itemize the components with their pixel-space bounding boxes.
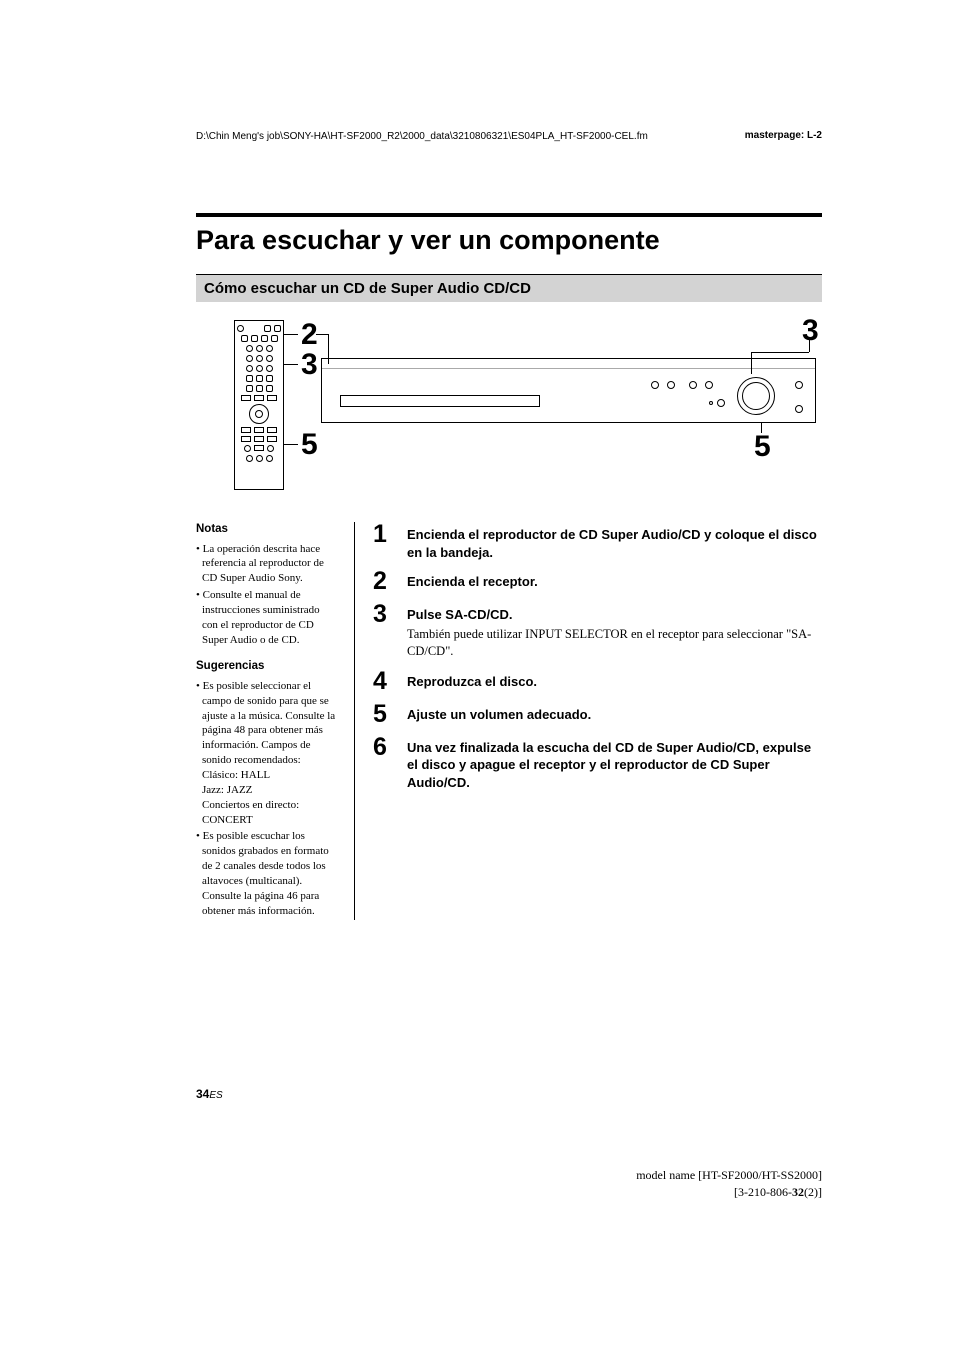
step-title: Encienda el receptor. [407,573,822,591]
step-number: 2 [373,569,393,594]
step-title: Reproduzca el disco. [407,673,822,691]
remote-control-illustration [234,320,284,490]
footer: model name [HT-SF2000/HT-SS2000] [3-210-… [636,1167,822,1201]
step-4: 4 Reproduzca el disco. [373,669,822,694]
rule-divider [196,213,822,217]
sidebar: Notas • La operación descrita hace refer… [196,522,336,920]
callout-2: 2 [301,318,318,352]
sugerencia-item: • Es posible escuchar los sonidos grabad… [196,829,336,918]
step-5: 5 Ajuste un volumen adecuado. [373,702,822,727]
sugerencias-heading: Sugerencias [196,659,336,675]
callout-5-remote: 5 [301,428,318,462]
diagram: 2 3 5 3 5 [196,320,822,510]
nota-item: • La operación descrita hace referencia … [196,542,336,587]
callout-3-receiver: 3 [802,314,819,348]
step-title: Pulse SA-CD/CD. [407,606,822,624]
step-number: 4 [373,669,393,694]
main-title: Para escuchar y ver un componente [196,225,822,256]
receiver-illustration [321,358,816,423]
footer-model: model name [HT-SF2000/HT-SS2000] [636,1167,822,1184]
header-row: D:\Chin Meng's job\SONY-HA\HT-SF2000_R2\… [196,130,822,143]
footer-code: [3-210-806-32(2)] [636,1184,822,1201]
step-title: Encienda el reproductor de CD Super Audi… [407,526,822,561]
step-text: También puede utilizar INPUT SELECTOR en… [407,626,822,661]
step-3: 3 Pulse SA-CD/CD. También puede utilizar… [373,602,822,661]
step-number: 1 [373,522,393,561]
section-heading: Cómo escuchar un CD de Super Audio CD/CD [196,274,822,302]
sugerencia-item: • Es posible seleccionar el campo de son… [196,679,336,827]
content-columns: Notas • La operación descrita hace refer… [196,522,822,920]
nota-item: • Consulte el manual de instrucciones su… [196,588,336,647]
masterpage-label: masterpage: L-2 [745,130,822,143]
column-divider [354,522,355,920]
file-path-text: D:\Chin Meng's job\SONY-HA\HT-SF2000_R2\… [196,130,648,143]
page: D:\Chin Meng's job\SONY-HA\HT-SF2000_R2\… [0,0,954,1351]
step-number: 5 [373,702,393,727]
callout-3-remote: 3 [301,348,318,382]
step-number: 3 [373,602,393,661]
callout-5-receiver: 5 [754,430,771,464]
step-6: 6 Una vez finalizada la escucha del CD d… [373,735,822,792]
step-title: Una vez finalizada la escucha del CD de … [407,739,822,792]
notas-heading: Notas [196,522,336,538]
page-number: 34ES [196,1087,223,1101]
step-title: Ajuste un volumen adecuado. [407,706,822,724]
step-number: 6 [373,735,393,792]
step-1: 1 Encienda el reproductor de CD Super Au… [373,522,822,561]
step-2: 2 Encienda el receptor. [373,569,822,594]
steps-column: 1 Encienda el reproductor de CD Super Au… [373,522,822,920]
